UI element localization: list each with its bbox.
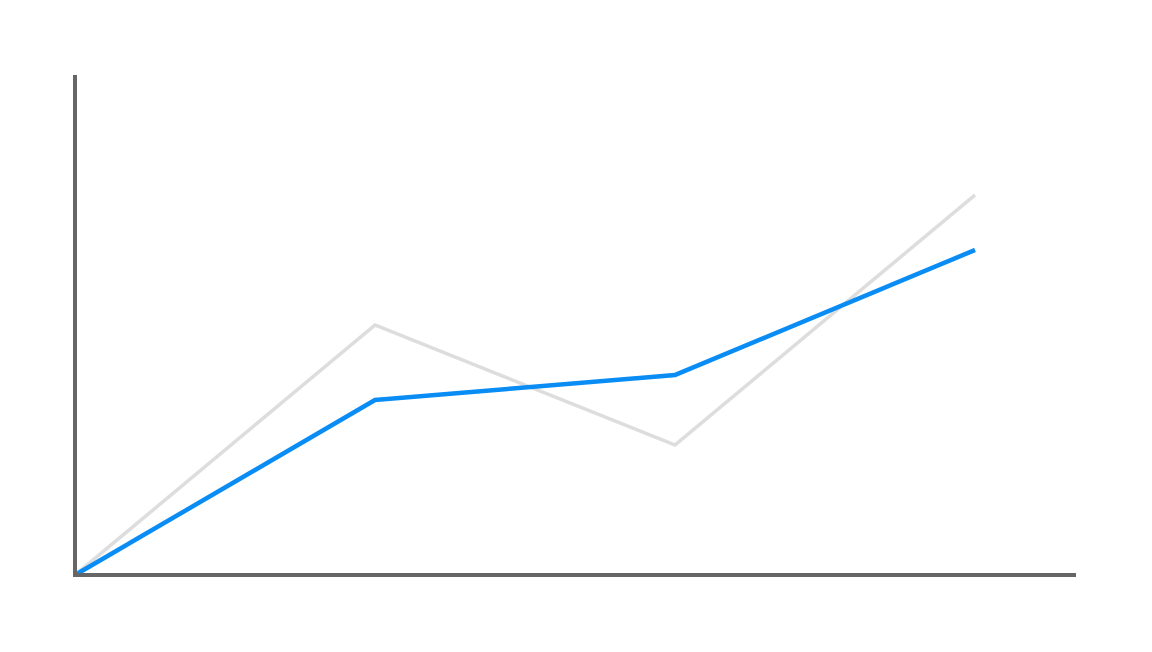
- plot-area: [73, 193, 977, 577]
- series-line: [73, 247, 976, 577]
- series-line: [73, 193, 977, 577]
